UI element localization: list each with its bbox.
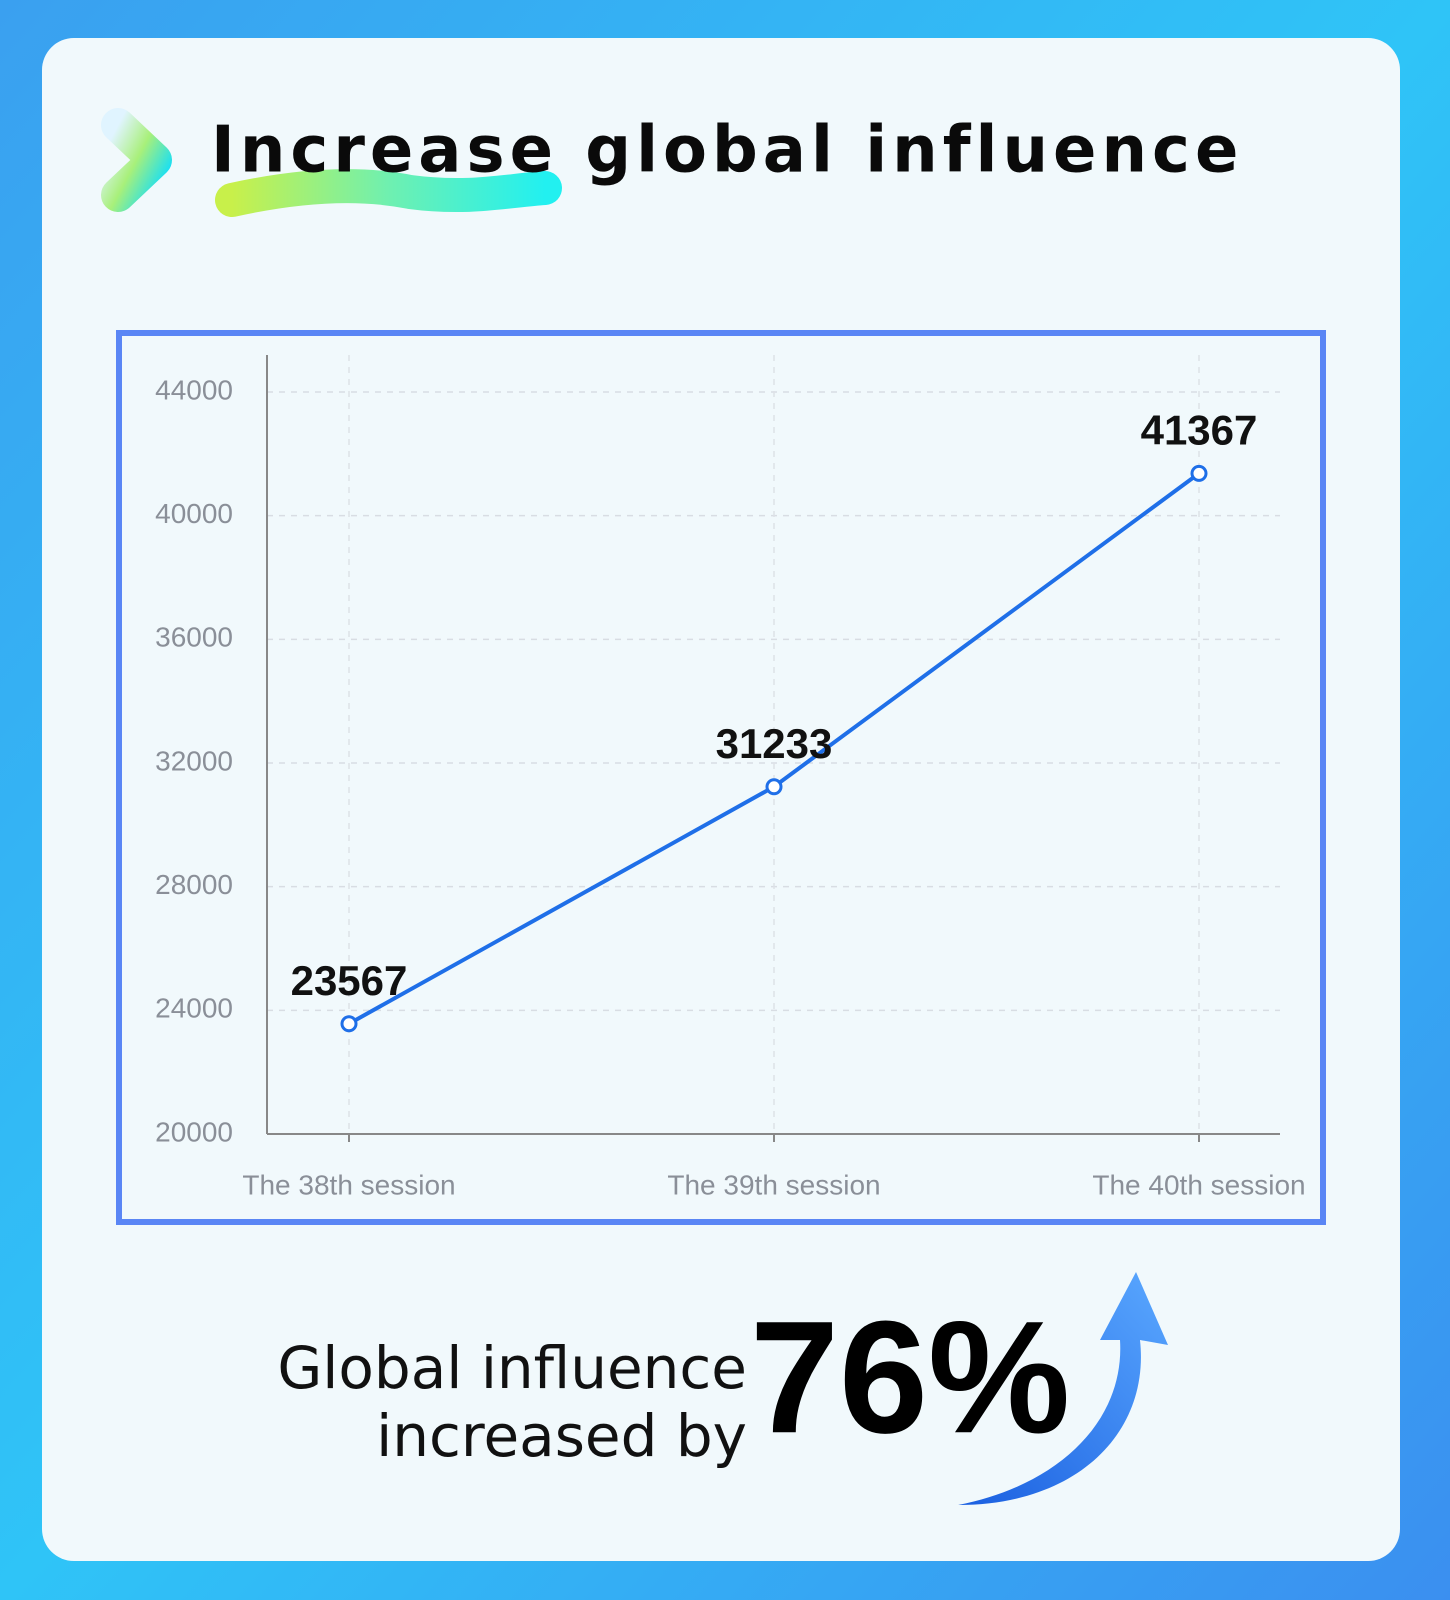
y-tick-label: 20000	[155, 1116, 233, 1147]
y-tick-label: 36000	[155, 622, 233, 653]
y-tick-label: 32000	[155, 745, 233, 776]
title-highlight	[215, 169, 562, 217]
footer-line2: increased by	[376, 1402, 747, 1470]
footer-highlight: 76%	[750, 1287, 1070, 1466]
up-arrow	[958, 1272, 1168, 1505]
data-label: 41367	[1141, 406, 1258, 453]
y-tick-label: 44000	[155, 374, 233, 405]
data-label: 31233	[716, 720, 833, 767]
point	[1190, 464, 1208, 482]
y-tick-label: 40000	[155, 498, 233, 529]
x-tick-label: The 38th session	[242, 1169, 455, 1200]
point	[765, 778, 783, 796]
card	[42, 38, 1400, 1561]
point	[340, 1015, 358, 1033]
chart: 20000 24000 28000 32000 36000 40000 44000 The 3…	[155, 355, 1306, 1200]
footer-line1: Global influence	[277, 1334, 747, 1402]
chart-frame	[116, 330, 1326, 1225]
y-tick-label: 24000	[155, 993, 233, 1024]
data-label: 23567	[291, 957, 408, 1004]
y-tick-label: 28000	[155, 869, 233, 900]
x-tick-label: The 39th session	[667, 1169, 880, 1200]
x-tick-label: The 40th session	[1092, 1169, 1305, 1200]
chart-title: Increase global influence	[211, 114, 1243, 188]
title-icon	[101, 108, 172, 212]
